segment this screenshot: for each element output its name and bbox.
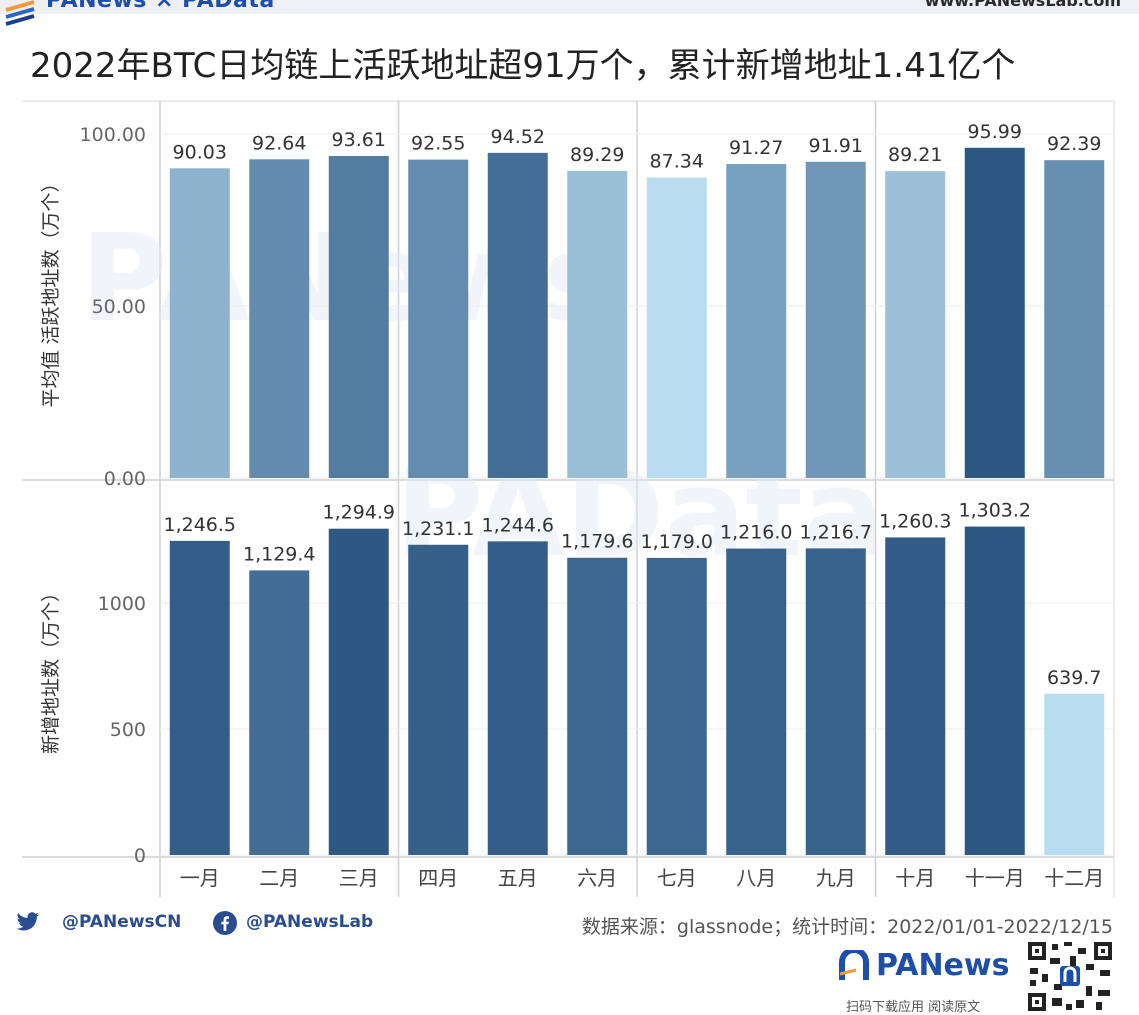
x-tick-label: 一月 (180, 866, 220, 890)
brand-left: PANews × PAData (46, 0, 275, 13)
x-tick-label: 九月 (816, 866, 856, 890)
data-label: 91.91 (809, 135, 863, 157)
y-tick-label: 0 (134, 845, 146, 867)
data-label: 89.21 (888, 144, 942, 166)
data-label: 1,179.6 (561, 531, 634, 553)
bar (885, 171, 946, 478)
watermark-padata: PAData (395, 445, 884, 584)
data-label: 91.27 (729, 137, 783, 159)
y-tick-label: 100.00 (80, 124, 146, 146)
top-banner (0, 0, 1139, 14)
data-label: 89.29 (570, 144, 624, 166)
x-tick-label: 十一月 (965, 866, 1025, 890)
bar (1044, 160, 1105, 478)
facebook-icon[interactable] (212, 910, 238, 936)
y-tick-label: 50.00 (92, 296, 146, 318)
footer-logo-text: PANews (876, 948, 1010, 983)
footer-caption: 扫码下载应用 阅读原文 (846, 1000, 981, 1015)
bar-chart: PANews PAData 90.0392.6493.6192.5594.528… (22, 100, 1115, 897)
panews-stripe-icon (5, 0, 35, 26)
data-label: 1,246.5 (163, 514, 236, 536)
x-tick-label: 四月 (418, 866, 458, 890)
bar (487, 541, 548, 855)
x-tick-label: 二月 (259, 866, 299, 890)
y-axis-label: 平均值 活跃地址数（万个） (40, 173, 62, 407)
facebook-handle[interactable]: @PANewsLab (246, 912, 374, 932)
data-label: 95.99 (968, 121, 1022, 143)
y-tick-label: 0.00 (104, 468, 146, 490)
x-tick-label: 六月 (577, 866, 617, 890)
bar (169, 168, 230, 478)
data-label: 1,260.3 (879, 510, 952, 532)
bar (567, 557, 628, 855)
bar (726, 548, 787, 855)
bar (964, 526, 1025, 855)
data-label: 90.03 (173, 141, 227, 163)
data-label: 1,216.0 (720, 522, 793, 544)
data-label: 1,303.2 (958, 500, 1031, 522)
x-tick-label: 十月 (895, 866, 935, 890)
bar (646, 177, 707, 478)
twitter-icon[interactable] (16, 912, 40, 932)
bar (487, 152, 548, 478)
data-label: 1,216.7 (799, 521, 872, 543)
y-tick-label: 500 (110, 719, 146, 741)
bar (408, 159, 469, 479)
data-source-note: 数据来源：glassnode；统计时间：2022/01/01-2022/12/1… (581, 916, 1113, 938)
y-axis-label: 新增地址数（万个） (40, 583, 62, 754)
twitter-handle[interactable]: @PANewsCN (62, 912, 182, 932)
data-label: 93.61 (332, 129, 386, 151)
bar (646, 557, 707, 855)
x-tick-label: 八月 (736, 866, 776, 890)
panews-logo-icon (839, 950, 869, 980)
bar (726, 164, 787, 479)
data-label: 639.7 (1047, 667, 1101, 689)
bar (964, 147, 1025, 478)
bar (805, 161, 866, 479)
bar (328, 155, 389, 478)
bar (169, 540, 230, 855)
bar (249, 570, 310, 855)
data-label: 1,244.6 (481, 514, 554, 536)
data-label: 92.64 (252, 132, 306, 154)
bar (885, 537, 946, 855)
data-label: 87.34 (650, 151, 704, 173)
bar (408, 544, 469, 855)
data-label: 1,129.4 (243, 543, 316, 565)
data-label: 92.55 (411, 133, 465, 155)
data-label: 1,294.9 (322, 502, 395, 524)
data-label: 92.39 (1047, 133, 1101, 155)
bar (1044, 693, 1105, 855)
x-tick-label: 五月 (498, 866, 538, 890)
y-tick-label: 1000 (98, 593, 146, 615)
data-label: 94.52 (491, 126, 545, 148)
chart-title: 2022年BTC日均链上活跃地址超91万个，累计新增地址1.41亿个 (30, 46, 1016, 86)
bar (249, 159, 310, 478)
x-tick-label: 七月 (657, 866, 697, 890)
x-tick-label: 十二月 (1044, 866, 1104, 890)
x-tick-label: 三月 (339, 866, 379, 890)
bar (567, 170, 628, 478)
data-label: 1,179.0 (640, 531, 713, 553)
bar (328, 528, 389, 855)
bar (805, 548, 866, 855)
data-label: 1,231.1 (402, 518, 475, 540)
brand-url: www.PANewsLab.com (924, 0, 1121, 10)
qr-code-icon[interactable] (1026, 940, 1114, 1013)
